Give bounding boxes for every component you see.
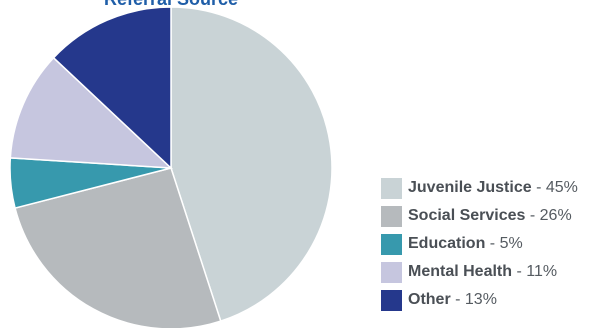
legend-value: 45% — [545, 179, 578, 196]
legend-swatch — [381, 233, 402, 255]
pie-slice-mental-health — [9, 56, 174, 169]
legend-item-social-services: Social Services - 26% — [381, 204, 578, 228]
legend-label: Education — [408, 235, 486, 252]
legend-item-education: Education - 5% — [381, 232, 578, 256]
legend-label: Juvenile Justice — [408, 179, 532, 196]
legend-item-juvenile-justice: Juvenile Justice - 45% — [381, 176, 578, 200]
legend: Juvenile Justice - 45% Social Services -… — [381, 176, 578, 316]
legend-swatch — [381, 289, 402, 311]
legend-value: 5% — [499, 235, 523, 252]
pie-slice-juvenile-justice — [170, 6, 333, 323]
legend-value: 26% — [539, 207, 572, 224]
legend-swatch — [381, 177, 402, 199]
legend-swatch — [381, 261, 402, 283]
legend-value: 13% — [464, 291, 497, 308]
legend-label: Mental Health — [408, 263, 513, 280]
legend-item-other: Other - 13% — [381, 288, 578, 312]
pie-chart — [9, 6, 333, 328]
chart-title: Referral Source — [104, 0, 238, 10]
legend-swatch — [381, 205, 402, 227]
legend-label: Social Services — [408, 207, 526, 224]
legend-item-mental-health: Mental Health - 11% — [381, 260, 578, 284]
legend-label: Other — [408, 291, 451, 308]
legend-value: 11% — [526, 263, 558, 280]
pie-slice-other — [52, 6, 172, 170]
